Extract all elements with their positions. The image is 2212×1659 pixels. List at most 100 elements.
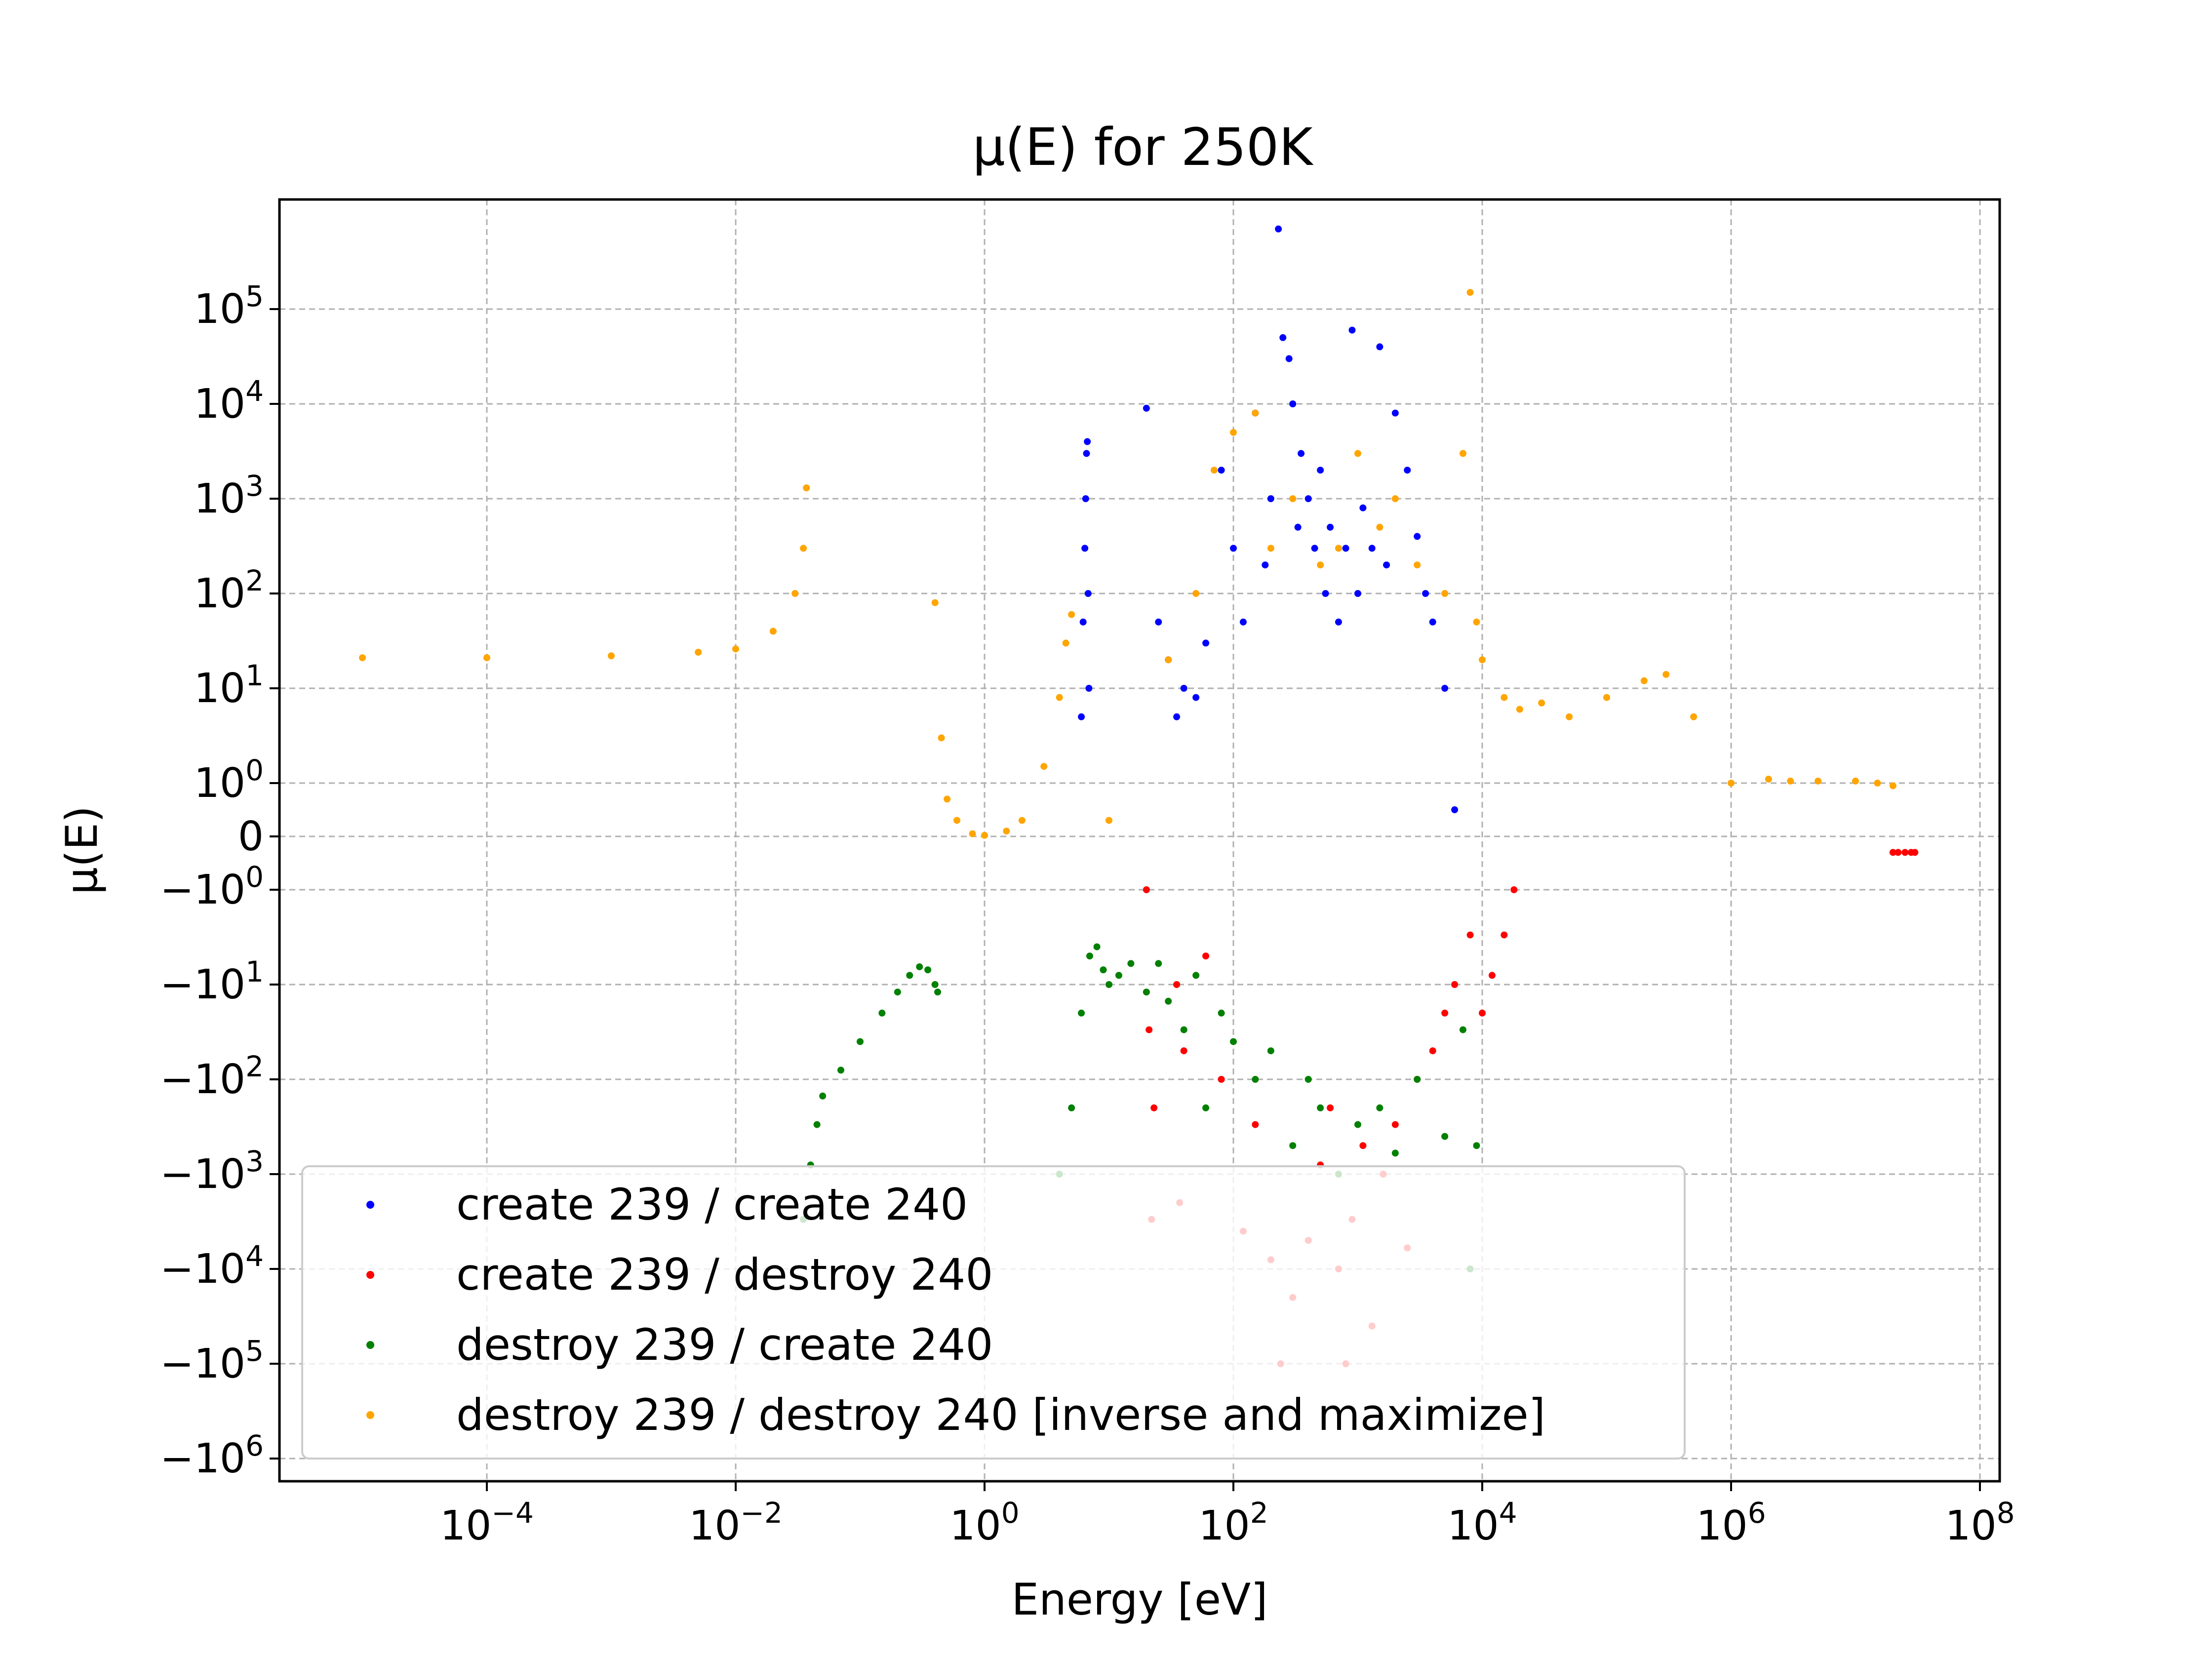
data-point <box>1429 618 1436 626</box>
data-point <box>1289 495 1297 502</box>
y-tick-label: −100 <box>160 860 264 913</box>
data-point <box>1889 782 1896 790</box>
data-point <box>1451 981 1459 988</box>
data-point <box>981 831 988 839</box>
data-point <box>1354 450 1361 457</box>
data-point <box>1501 931 1508 939</box>
data-point <box>1354 590 1361 597</box>
data-point <box>1078 713 1085 720</box>
data-point <box>1391 1121 1399 1128</box>
data-point <box>1082 495 1089 502</box>
data-point <box>1304 1076 1312 1083</box>
data-point <box>1765 776 1772 783</box>
data-point <box>1441 1009 1449 1017</box>
data-point <box>1267 495 1274 502</box>
data-point <box>1146 1026 1153 1033</box>
data-point <box>1180 1047 1187 1055</box>
data-point <box>1018 817 1026 824</box>
data-point <box>1391 1149 1399 1157</box>
data-point <box>1429 1047 1436 1055</box>
data-point <box>1640 677 1648 684</box>
series-0 <box>1078 225 1459 813</box>
plot-frame <box>278 198 2001 1483</box>
data-point <box>1084 438 1091 445</box>
data-point <box>1056 694 1063 701</box>
y-tick-label: 104 <box>194 374 264 428</box>
data-point <box>1003 828 1010 835</box>
data-point <box>1335 545 1342 552</box>
data-point <box>906 972 913 979</box>
data-point <box>1459 1026 1466 1033</box>
data-point <box>1404 467 1411 474</box>
data-point <box>1473 1142 1480 1149</box>
data-point <box>1180 685 1187 692</box>
data-point <box>1230 545 1237 552</box>
data-point <box>1289 1142 1297 1149</box>
data-point <box>894 988 901 996</box>
data-point <box>1100 966 1107 974</box>
data-point <box>1218 467 1225 474</box>
data-point <box>916 963 923 971</box>
data-point <box>1192 590 1200 597</box>
data-point <box>1143 404 1150 412</box>
legend-label: destroy 239 / create 240 <box>456 1319 993 1370</box>
data-point <box>969 830 976 837</box>
data-point <box>1566 713 1573 720</box>
data-point <box>1165 656 1172 664</box>
legend-marker <box>366 1341 374 1349</box>
data-point <box>1889 849 1896 856</box>
data-point <box>1192 972 1200 979</box>
chart-title: μ(E) for 250K <box>973 117 1314 177</box>
data-point <box>1218 1076 1225 1083</box>
data-point <box>1106 981 1112 988</box>
data-point <box>769 628 777 635</box>
data-point <box>1252 1121 1259 1128</box>
data-point <box>483 654 490 662</box>
data-point <box>931 599 939 606</box>
data-point <box>1317 467 1324 474</box>
data-point <box>1538 699 1545 707</box>
y-tick-label: −101 <box>160 955 264 1008</box>
data-point <box>1150 1104 1158 1111</box>
data-point <box>359 654 366 662</box>
data-point <box>1230 429 1237 436</box>
data-point <box>1488 972 1496 979</box>
data-point <box>1354 1121 1361 1128</box>
data-point <box>1202 639 1210 647</box>
legend-label: create 239 / destroy 240 <box>456 1249 993 1300</box>
x-tick-label: 108 <box>1945 1496 2014 1549</box>
y-tick-label: 100 <box>194 753 264 807</box>
data-point <box>1466 289 1474 296</box>
data-point <box>1414 1076 1421 1083</box>
x-tick-label: 10−2 <box>689 1496 783 1549</box>
data-point <box>1874 780 1881 787</box>
data-point <box>931 981 939 988</box>
data-point <box>1852 777 1859 785</box>
data-point <box>1376 1104 1383 1111</box>
legend-box <box>301 1165 1686 1460</box>
legend-marker <box>366 1271 374 1279</box>
data-point <box>1298 450 1305 457</box>
data-point <box>1068 1104 1075 1111</box>
series-3 <box>359 289 1896 839</box>
data-point <box>1368 545 1376 552</box>
data-point <box>803 484 810 492</box>
data-point <box>1180 1026 1187 1033</box>
data-point <box>1115 972 1122 979</box>
data-point <box>1911 849 1919 856</box>
data-point <box>1451 806 1459 813</box>
data-point <box>1262 561 1269 569</box>
y-tick-label: 105 <box>194 279 264 333</box>
data-point <box>1279 334 1287 341</box>
data-point <box>732 645 739 653</box>
y-tick-label: 0 <box>238 813 264 860</box>
data-point <box>1202 1104 1210 1111</box>
data-point <box>1252 409 1259 417</box>
data-point <box>1085 685 1093 692</box>
data-point <box>1479 1009 1486 1017</box>
y-tick-label: −102 <box>160 1050 264 1103</box>
y-axis: 105 104 103 102 101 100 0−100 −101 −102 −103 −104 −… <box>160 279 279 1482</box>
data-point <box>1376 343 1383 351</box>
data-point <box>1267 545 1274 552</box>
